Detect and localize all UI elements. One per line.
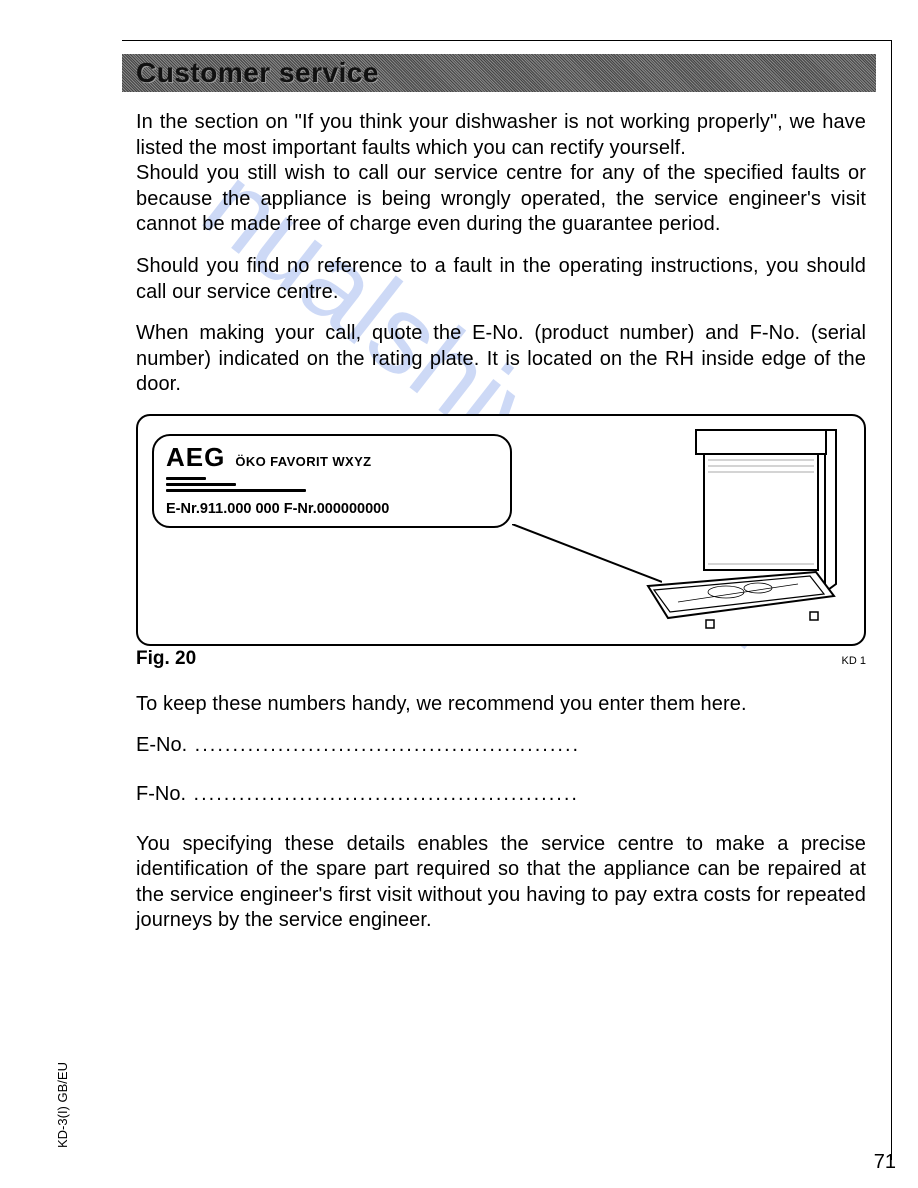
dotted-line: ........................................… xyxy=(186,783,579,805)
paragraph-5: You specifying these details enables the… xyxy=(136,832,866,934)
dotted-line: ........................................… xyxy=(187,734,580,756)
section-title: Customer service xyxy=(136,57,379,89)
dishwasher-icon xyxy=(598,424,848,640)
paragraph-4: To keep these numbers handy, we recommen… xyxy=(136,692,866,718)
e-no-label: E-No. xyxy=(136,734,187,756)
figure-code: KD 1 xyxy=(842,655,866,667)
e-number-field: E-No. ..................................… xyxy=(136,734,866,757)
brand-logo-text: AEG xyxy=(166,442,225,473)
figure-number: Fig. 20 xyxy=(136,648,196,670)
figure-rating-plate-diagram: AEG ÖKO FAVORIT WXYZ E-Nr.911.000 000 F-… xyxy=(136,414,866,646)
paragraph-1: In the section on "If you think your dis… xyxy=(136,110,866,238)
figure-caption-row: Fig. 20 KD 1 xyxy=(136,648,866,670)
side-reference-code: KD-3(I) GB/EU xyxy=(55,1062,70,1148)
f-number-field: F-No. ..................................… xyxy=(136,783,866,806)
rating-plate-bubble: AEG ÖKO FAVORIT WXYZ E-Nr.911.000 000 F-… xyxy=(152,434,512,528)
model-name: ÖKO FAVORIT WXYZ xyxy=(235,454,371,469)
placeholder-lines xyxy=(166,477,498,497)
section-header-bar: Customer service xyxy=(122,54,876,92)
page-content: In the section on "If you think your dis… xyxy=(136,110,866,950)
plate-serial-numbers: E-Nr.911.000 000 F-Nr.000000000 xyxy=(166,501,498,517)
paragraph-3: When making your call, quote the E-No. (… xyxy=(136,321,866,398)
f-no-label: F-No. xyxy=(136,783,186,805)
paragraph-2: Should you find no reference to a fault … xyxy=(136,254,866,305)
page-number: 71 xyxy=(874,1151,896,1174)
